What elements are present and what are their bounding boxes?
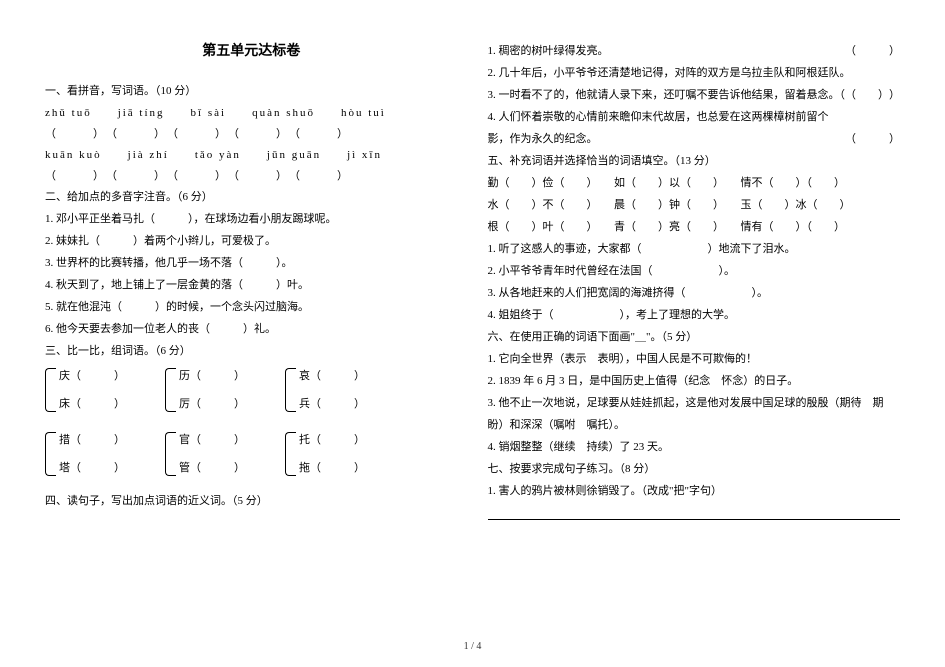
brace-group: 托（ ） 拖（ ） [285, 430, 365, 478]
sec2-q4: 4. 秋天到了，地上铺上了一层金黄的落（ ）叶。 [45, 274, 458, 296]
sec6-q2: 2. 1839 年 6 月 3 日，是中国历史上值得（纪念 怀念）的日子。 [488, 370, 901, 392]
brace-item: 兵（ ） [299, 394, 365, 414]
sec7-q1: 1. 害人的鸦片被林则徐销毁了。（改成"把"字句） [488, 480, 901, 502]
sec5-row3: 根（ ）叶（ ） 青（ ）亮（ ） 情有（ ）（ ） [488, 216, 901, 238]
brace-group: 庆（ ） 床（ ） [45, 366, 125, 414]
sec4-head: 四、读句子，写出加点词语的近义词。（5 分） [45, 490, 458, 512]
sec6-q4: 4. 销烟整整（继续 持续）了 23 天。 [488, 436, 901, 458]
sec6-head: 六、在使用正确的词语下面画"＿"。（5 分） [488, 326, 901, 348]
brace-item: 哀（ ） [299, 366, 365, 386]
sec1-blanks-2: （ ） （ ） （ ） （ ） （ ） [45, 166, 458, 186]
sec2-q3: 3. 世界杯的比赛转播，他几乎一场不落（ ）。 [45, 252, 458, 274]
sec5-q3: 3. 从各地赶来的人们把宽阔的海滩挤得（ ）。 [488, 282, 901, 304]
page-number: 1 / 4 [464, 641, 482, 652]
brace-item: 床（ ） [59, 394, 125, 414]
sec3-row-1: 庆（ ） 床（ ） 历（ ） 厉（ ） 哀（ ） 兵（ ） [45, 366, 458, 414]
sec6-q1: 1. 它向全世界（表示 表明），中国人民是不可欺侮的！ [488, 348, 901, 370]
brace-item: 官（ ） [179, 430, 245, 450]
answer-line [488, 506, 901, 520]
brace-item: 拖（ ） [299, 458, 365, 478]
brace-item: 托（ ） [299, 430, 365, 450]
sec4-q4b: 影，作为永久的纪念。 （ ） [488, 128, 901, 150]
brace-item: 措（ ） [59, 430, 125, 450]
brace-group: 历（ ） 厉（ ） [165, 366, 245, 414]
sec5-q2: 2. 小平爷爷青年时代曾经在法国（ ）。 [488, 260, 901, 282]
sec4-q4a: 4. 人们怀着崇敬的心情前来瞻仰末代故居，也总爱在这两棵樟树前留个 [488, 106, 901, 128]
sec6-q3b: 盼）和深深（嘱咐 嘱托）。 [488, 414, 901, 436]
sec5-row1: 勤（ ）俭（ ） 如（ ）以（ ） 情不（ ）（ ） [488, 172, 901, 194]
brace-group: 哀（ ） 兵（ ） [285, 366, 365, 414]
sec5-q4: 4. 姐姐终于（ ），考上了理想的大学。 [488, 304, 901, 326]
sec2-q2: 2. 妹妹扎（ ）着两个小辫儿，可爱极了。 [45, 230, 458, 252]
sec4-q3: 3. 一时看不了的，他就请人录下来，还叮嘱不要告诉他结果，留着悬念。（ ） [488, 84, 901, 106]
sec2-q1: 1. 邓小平正坐着马扎（ ），在球场边看小朋友踢球呢。 [45, 208, 458, 230]
sec3-head: 三、比一比，组词语。（6 分） [45, 340, 458, 362]
exam-title: 第五单元达标卷 [45, 40, 458, 60]
sec1-pinyin-2: kuān kuò jià zhí tǎo yàn jūn guān jì xīn [45, 144, 458, 166]
brace-group: 官（ ） 管（ ） [165, 430, 245, 478]
sec4-q4b-text: 影，作为永久的纪念。 [488, 133, 598, 145]
sec1-blanks-1: （ ） （ ） （ ） （ ） （ ） [45, 124, 458, 144]
sec3-row-2: 措（ ） 塔（ ） 官（ ） 管（ ） 托（ ） 拖（ ） [45, 430, 458, 478]
sec4-q1-text: 1. 稠密的树叶绿得发亮。 [488, 45, 609, 57]
sec2-q5: 5. 就在他混沌（ ）的时候，一个念头闪过脑海。 [45, 296, 458, 318]
sec4-q2: 2. 几十年后，小平爷爷还清楚地记得，对阵的双方是乌拉圭队和阿根廷队。 [488, 62, 901, 84]
brace-item: 管（ ） [179, 458, 245, 478]
brace-item: 历（ ） [179, 366, 245, 386]
sec1-head: 一、看拼音，写词语。（10 分） [45, 80, 458, 102]
answer-paren: （ ） [845, 40, 900, 62]
brace-item: 庆（ ） [59, 366, 125, 386]
sec7-head: 七、按要求完成句子练习。（8 分） [488, 458, 901, 480]
brace-item: 厉（ ） [179, 394, 245, 414]
brace-item: 塔（ ） [59, 458, 125, 478]
sec5-row2: 水（ ）不（ ） 晨（ ）钟（ ） 玉（ ）冰（ ） [488, 194, 901, 216]
sec5-q1: 1. 听了这感人的事迹，大家都（ ）地流下了泪水。 [488, 238, 901, 260]
sec2-q6: 6. 他今天要去参加一位老人的丧（ ）礼。 [45, 318, 458, 340]
sec4-q1: 1. 稠密的树叶绿得发亮。 （ ） [488, 40, 901, 62]
sec2-head: 二、给加点的多音字注音。（6 分） [45, 186, 458, 208]
sec1-pinyin-1: zhǔ tuō jiā tíng bǐ sài quàn shuō hòu tu… [45, 102, 458, 124]
sec6-q3a: 3. 他不止一次地说，足球要从娃娃抓起，这是他对发展中国足球的殷殷（期待 期 [488, 392, 901, 414]
brace-group: 措（ ） 塔（ ） [45, 430, 125, 478]
sec5-head: 五、补充词语并选择恰当的词语填空。（13 分） [488, 150, 901, 172]
answer-paren: （ ） [845, 128, 900, 150]
